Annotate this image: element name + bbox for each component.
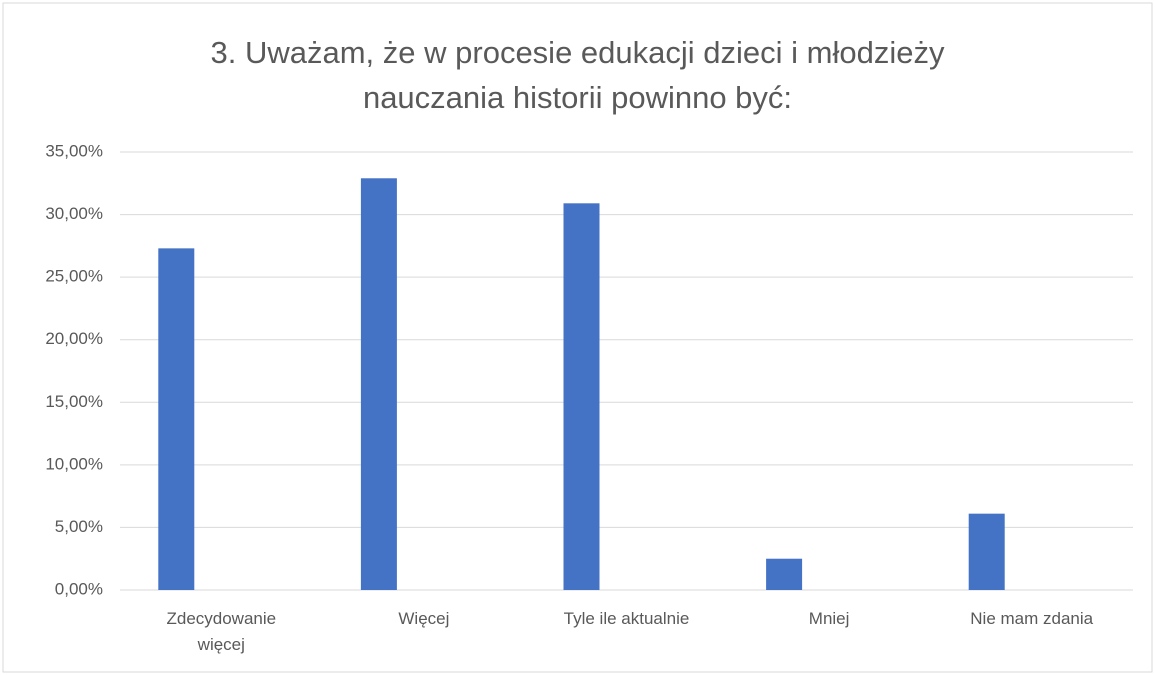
bar	[360, 178, 397, 590]
y-tick-label: 5,00%	[55, 517, 103, 536]
y-tick-label: 35,00%	[45, 141, 103, 160]
y-tick-label: 15,00%	[45, 392, 103, 411]
y-tick-label: 10,00%	[45, 454, 103, 473]
x-tick-label: Tyle ile aktualnie	[563, 609, 690, 628]
y-tick-label: 20,00%	[45, 329, 103, 348]
chart-title: 3. Uważam, że w procesie edukacji dzieci…	[210, 35, 945, 115]
bar	[968, 513, 1005, 590]
x-tick-label: Mniej	[808, 609, 850, 628]
y-tick-label: 30,00%	[45, 204, 103, 223]
bar	[158, 248, 195, 591]
bar	[563, 203, 600, 590]
x-tick-label: Nie mam zdania	[970, 609, 1094, 628]
bar	[766, 558, 803, 590]
y-tick-label: 0,00%	[55, 579, 103, 598]
x-tick-label: Zdecydowanie więcej	[166, 609, 277, 654]
x-tick-label: Więcej	[398, 609, 450, 628]
y-tick-label: 25,00%	[45, 267, 103, 286]
